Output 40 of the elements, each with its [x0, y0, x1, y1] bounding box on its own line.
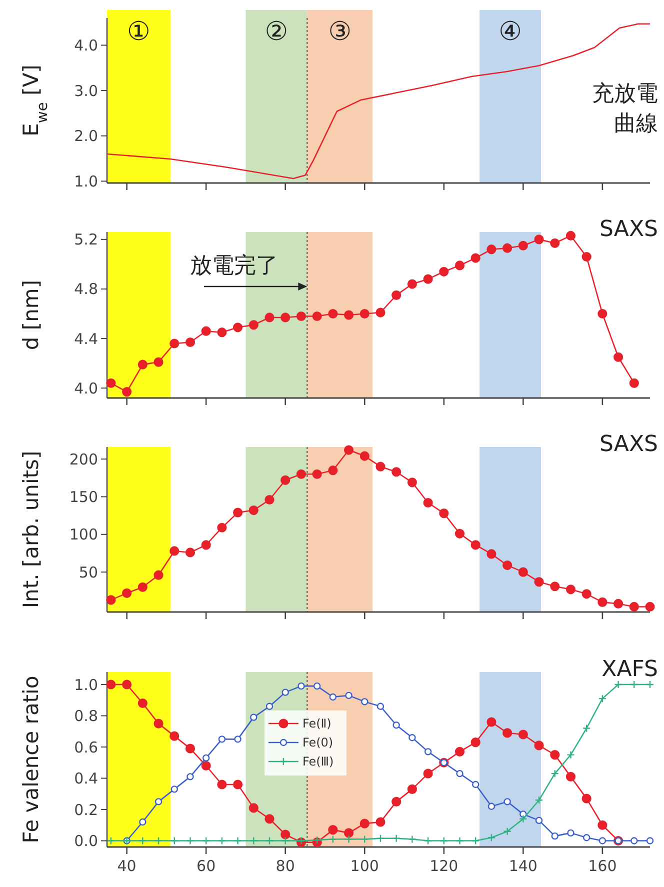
x-tick-label: 40	[117, 857, 136, 875]
annotation: 放電完了	[190, 254, 278, 279]
x-tick-label: 100	[350, 857, 379, 875]
y-tick-label: 4.0	[74, 36, 98, 54]
y-tick-label: 1.0	[74, 172, 98, 190]
y-tick-label: 4.0	[74, 379, 98, 398]
y-tick-label: 200	[69, 450, 98, 468]
band-label: ①	[127, 17, 150, 47]
y-tick-label: 4.8	[74, 280, 98, 298]
y-tick-label: 0.2	[74, 800, 98, 819]
y-axis-title: d [nm]	[19, 280, 43, 350]
y-tick-label: 150	[69, 488, 98, 506]
y-tick-label: 1.0	[74, 676, 98, 694]
band-label: ④	[498, 17, 522, 47]
annotation: SAXS	[600, 217, 658, 242]
y-tick-label: 4.4	[74, 330, 98, 348]
annotation: 充放電曲線	[592, 82, 658, 136]
y-tick-label: 0.6	[74, 738, 98, 756]
x-tick-label: 60	[196, 857, 216, 875]
legend-label: Fe(Ⅱ)	[302, 716, 332, 731]
x-tick-label: 160	[588, 857, 617, 875]
y-tick-label: 2.0	[74, 127, 98, 146]
x-tick-label: 120	[430, 857, 458, 875]
y-tick-label: 3.0	[74, 82, 98, 100]
y-tick-label: 50	[78, 563, 98, 582]
y-tick-label: 100	[69, 526, 98, 544]
annotation: SAXS	[600, 432, 658, 457]
band-label: ②	[264, 17, 288, 47]
y-tick-label: 0.4	[74, 770, 98, 788]
y-tick-label: 5.2	[74, 230, 98, 249]
legend-label: Fe(0)	[302, 736, 334, 750]
y-tick-label: 0.0	[74, 832, 98, 850]
legend-label: Fe(Ⅲ)	[302, 754, 334, 769]
y-axis-title: Fe valence ratio	[19, 676, 43, 844]
band-label: ③	[328, 17, 352, 47]
y-tick-label: 0.8	[74, 707, 98, 725]
x-tick-label: 80	[276, 857, 295, 875]
x-tick-label: 140	[508, 857, 538, 875]
annotation: XAFS	[602, 657, 658, 682]
y-axis-title: Int. [arb. units]	[19, 450, 43, 608]
